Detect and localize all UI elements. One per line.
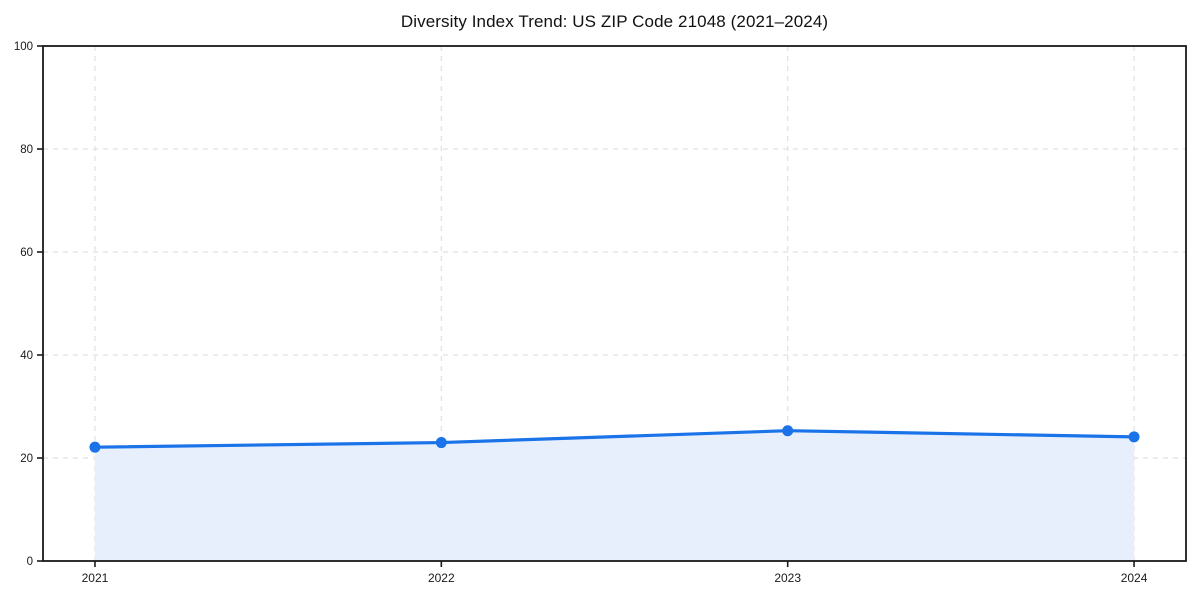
data-point — [782, 425, 794, 437]
y-tick-label: 60 — [20, 247, 33, 259]
y-tick-label: 80 — [20, 144, 33, 156]
y-tick-label: 20 — [20, 453, 33, 465]
data-point — [435, 437, 447, 449]
series-area — [94, 430, 1135, 561]
data-point — [1128, 431, 1140, 443]
y-tick-label: 40 — [20, 350, 33, 362]
x-tick-label: 2024 — [1121, 571, 1148, 585]
series-line — [93, 429, 1136, 449]
x-tick-label: 2023 — [774, 571, 801, 585]
y-tick-label: 0 — [27, 556, 33, 568]
x-tick-label: 2022 — [428, 571, 455, 585]
plot-box — [42, 45, 1187, 562]
y-tick-label: 100 — [14, 41, 33, 53]
data-point — [89, 441, 101, 453]
x-tick-label: 2021 — [82, 571, 109, 585]
chart-title: Diversity Index Trend: US ZIP Code 21048… — [400, 12, 829, 31]
